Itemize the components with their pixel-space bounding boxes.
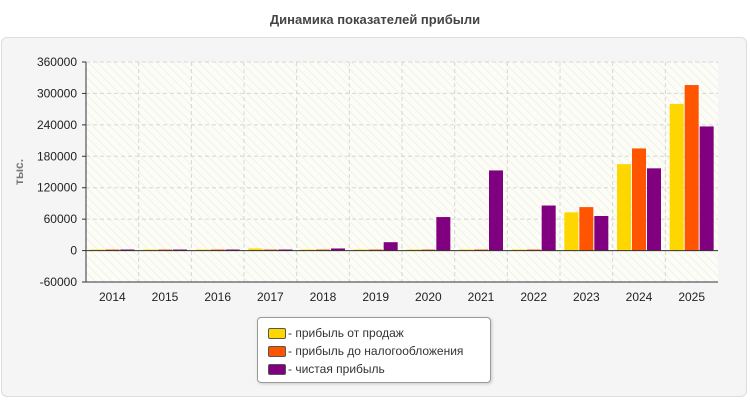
bar-series-3[interactable] [436, 217, 451, 251]
bar-series-3[interactable] [699, 126, 714, 251]
bar-series-3[interactable] [489, 170, 503, 251]
bar-series-3[interactable] [331, 248, 345, 251]
chart-legend: - прибыль от продаж - прибыль до налогоо… [257, 317, 491, 383]
x-tick-label: 2018 [310, 290, 337, 304]
bar-series-3[interactable] [173, 249, 187, 251]
legend-label-sales-profit: - прибыль от продаж [288, 326, 404, 340]
legend-label-net-profit: - чистая прибыль [288, 362, 385, 376]
bar-series-1[interactable] [301, 249, 315, 251]
x-tick-label: 2022 [520, 290, 547, 304]
bar-series-2[interactable] [158, 249, 172, 251]
y-tick-label: 60000 [44, 212, 78, 226]
bar-series-2[interactable] [210, 249, 225, 251]
bar-series-2[interactable] [421, 249, 436, 251]
x-tick-label: 2015 [152, 290, 179, 304]
bar-series-2[interactable] [474, 249, 488, 251]
bar-series-3[interactable] [383, 242, 398, 251]
legend-label-pretax-profit: - прибыль до налогообложения [288, 344, 464, 358]
bar-series-2[interactable] [263, 249, 278, 251]
legend-item-net-profit: - чистая прибыль [268, 360, 490, 378]
x-tick-label: 2025 [678, 290, 705, 304]
legend-item-pretax-profit: - прибыль до налогообложения [268, 342, 490, 360]
bar-series-1[interactable] [406, 249, 421, 251]
bar-series-1[interactable] [353, 249, 368, 251]
bar-series-1[interactable] [143, 249, 157, 251]
bar-series-1[interactable] [90, 249, 105, 251]
x-tick-label: 2014 [99, 290, 126, 304]
bar-series-3[interactable] [594, 216, 609, 251]
y-tick-label: -60000 [40, 275, 78, 289]
bar-series-3[interactable] [541, 205, 556, 251]
bar-series-2[interactable] [526, 249, 541, 251]
legend-swatch-pretax-profit [268, 345, 286, 357]
x-tick-label: 2023 [573, 290, 600, 304]
bar-series-2[interactable] [316, 249, 330, 251]
bar-series-1[interactable] [459, 249, 473, 251]
y-tick-label: 120000 [37, 181, 77, 195]
bar-series-1[interactable] [248, 248, 263, 251]
bar-series-1[interactable] [669, 103, 684, 251]
chart-title: Динамика показателей прибыли [269, 12, 481, 27]
bar-series-2[interactable] [632, 148, 646, 251]
x-tick-label: 2021 [468, 290, 495, 304]
bar-series-3[interactable] [647, 168, 661, 251]
x-tick-label: 2020 [415, 290, 442, 304]
bar-series-3[interactable] [225, 249, 240, 251]
x-tick-label: 2017 [257, 290, 284, 304]
bar-series-2[interactable] [684, 85, 699, 251]
bar-series-1[interactable] [564, 212, 579, 251]
bar-series-3[interactable] [120, 249, 135, 251]
bar-series-1[interactable] [195, 249, 210, 251]
legend-swatch-net-profit [268, 363, 286, 375]
bar-series-2[interactable] [105, 249, 120, 251]
y-tick-label: 300000 [37, 86, 77, 100]
y-tick-label: 0 [70, 244, 77, 258]
legend-item-sales-profit: - прибыль от продаж [268, 324, 490, 342]
x-tick-label: 2024 [626, 290, 653, 304]
bar-series-2[interactable] [579, 207, 594, 251]
bar-series-3[interactable] [278, 249, 293, 251]
bar-series-1[interactable] [511, 249, 526, 251]
bar-series-2[interactable] [368, 249, 383, 251]
y-tick-label: 360000 [37, 55, 77, 69]
y-tick-label: 180000 [37, 149, 77, 163]
x-tick-label: 2016 [204, 290, 231, 304]
y-axis-label: тыс. [12, 159, 26, 185]
x-tick-label: 2019 [362, 290, 389, 304]
y-tick-label: 240000 [37, 118, 77, 132]
legend-swatch-sales-profit [268, 327, 286, 339]
bar-series-1[interactable] [617, 164, 631, 251]
